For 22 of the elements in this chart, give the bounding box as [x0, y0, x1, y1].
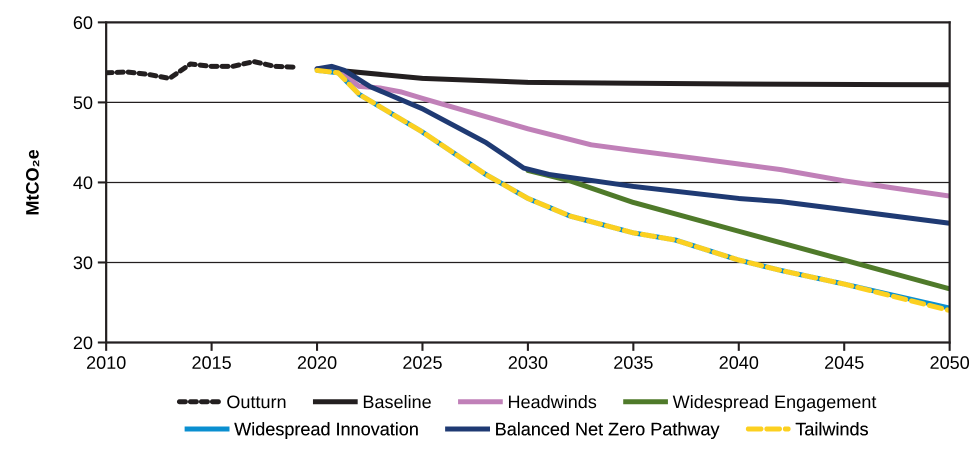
- x-tick-label: 2015: [192, 356, 231, 369]
- x-tick-label: 2010: [86, 356, 126, 369]
- legend-label: Baseline: [364, 394, 431, 408]
- legend-label: Widespread Innovation: [234, 422, 418, 440]
- legend-label: Tailwinds: [796, 422, 868, 436]
- y-tick-label: 40: [73, 176, 92, 190]
- y-tick-label: 30: [74, 256, 92, 270]
- x-tick-label: 2030: [508, 356, 548, 369]
- y-tick-label: 60: [74, 16, 92, 30]
- y-tick-label: 50: [74, 96, 92, 110]
- x-tick-label: 2020: [298, 356, 336, 369]
- x-tick-label: 2035: [614, 356, 653, 369]
- legend-label: Widespread Engagement: [672, 394, 876, 412]
- y-tick-label: 20: [74, 336, 92, 350]
- x-tick-label: 2025: [403, 356, 442, 369]
- y-axis-title: MtCO₂e: [26, 150, 40, 214]
- legend-label: Outturn: [227, 395, 286, 408]
- x-tick-label: 2050: [930, 356, 970, 369]
- x-tick-label: 2040: [720, 356, 758, 369]
- legend-label: Headwinds: [508, 394, 596, 408]
- legend-label: Balanced Net Zero Pathway: [496, 422, 720, 440]
- x-tick-label: 2045: [825, 356, 864, 369]
